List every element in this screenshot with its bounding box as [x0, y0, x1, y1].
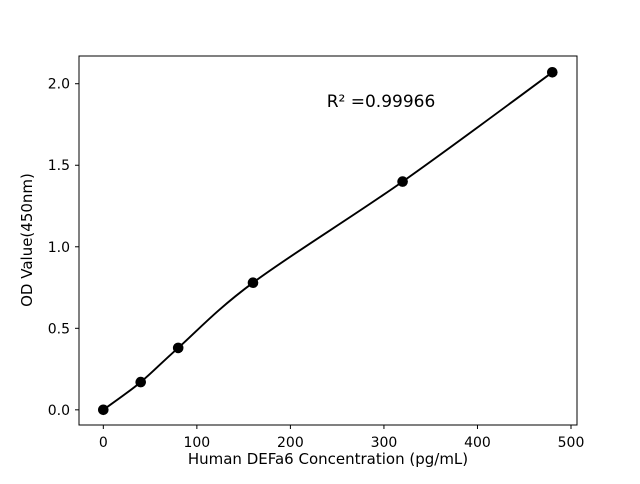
data-point-marker — [247, 277, 259, 289]
x-tick-label: 300 — [371, 435, 398, 451]
r-squared-annotation: R² =0.99966 — [327, 92, 436, 112]
x-tick-label: 100 — [183, 435, 210, 451]
x-tick-label: 0 — [99, 435, 108, 451]
y-axis-ticks: 0.0 0.5 1.0 1.5 2.0 — [48, 77, 79, 419]
y-tick-label: 0.0 — [48, 403, 70, 419]
y-tick-label: 1.0 — [48, 240, 70, 256]
axes-box — [78, 55, 578, 426]
data-point-marker — [135, 376, 146, 388]
x-axis-ticks: 0 100 200 300 400 500 — [99, 425, 585, 451]
y-tick-label: 0.5 — [48, 321, 70, 337]
x-tick-label: 200 — [277, 435, 304, 451]
data-point-marker — [98, 404, 109, 416]
data-points — [98, 67, 558, 416]
y-axis-label: OD Value(450nm) — [18, 173, 36, 307]
data-point-marker — [547, 67, 558, 78]
x-tick-label: 500 — [558, 435, 585, 451]
data-point-marker — [172, 342, 184, 354]
y-tick-label: 1.5 — [48, 158, 70, 174]
x-axis-label: Human DEFa6 Concentration (pg/mL) — [188, 450, 468, 468]
x-tick-label: 400 — [464, 435, 491, 451]
data-point-marker — [397, 176, 408, 187]
y-tick-label: 2.0 — [48, 77, 70, 93]
